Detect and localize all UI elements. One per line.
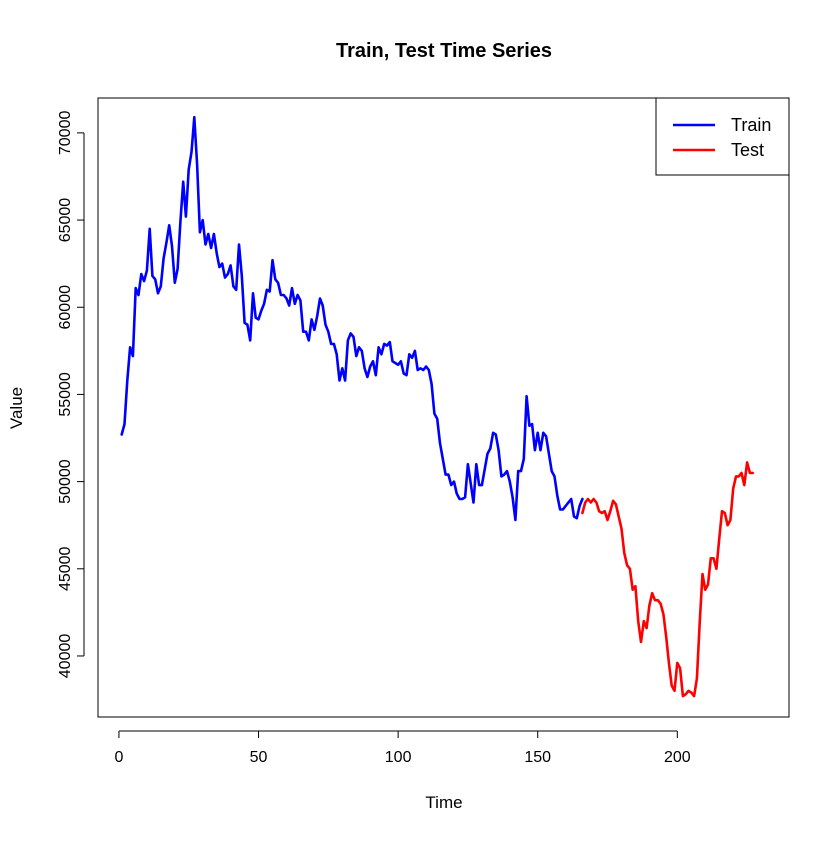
y-axis: 40000 45000 50000 55000 60000 65000 70000 xyxy=(57,111,85,679)
x-tick-label: 50 xyxy=(250,749,268,766)
x-axis: 0 50 100 150 200 xyxy=(114,730,691,766)
legend-box xyxy=(655,97,790,176)
y-axis-label: Value xyxy=(7,387,26,429)
series-line-train xyxy=(120,115,584,522)
x-tick-label: 200 xyxy=(664,749,691,766)
y-tick-label: 50000 xyxy=(57,459,74,504)
y-tick-label: 40000 xyxy=(57,634,74,679)
plot-area-frame xyxy=(97,97,790,718)
chart-title: Train, Test Time Series xyxy=(336,40,552,62)
x-tick-label: 100 xyxy=(385,749,412,766)
y-tick-label: 60000 xyxy=(57,285,74,330)
y-tick-label: 45000 xyxy=(57,546,74,591)
y-tick-label: 65000 xyxy=(57,198,74,243)
x-tick-label: 0 xyxy=(114,749,123,766)
x-tick-label: 150 xyxy=(524,749,551,766)
legend-label-test: Test xyxy=(731,140,764,160)
y-tick-label: 70000 xyxy=(57,111,74,156)
legend: Train Test xyxy=(655,97,790,176)
series-line-test xyxy=(581,461,755,698)
legend-label-train: Train xyxy=(731,115,771,135)
x-axis-label: Time xyxy=(425,793,462,812)
y-tick-label: 55000 xyxy=(57,372,74,417)
series-layer xyxy=(120,115,755,698)
